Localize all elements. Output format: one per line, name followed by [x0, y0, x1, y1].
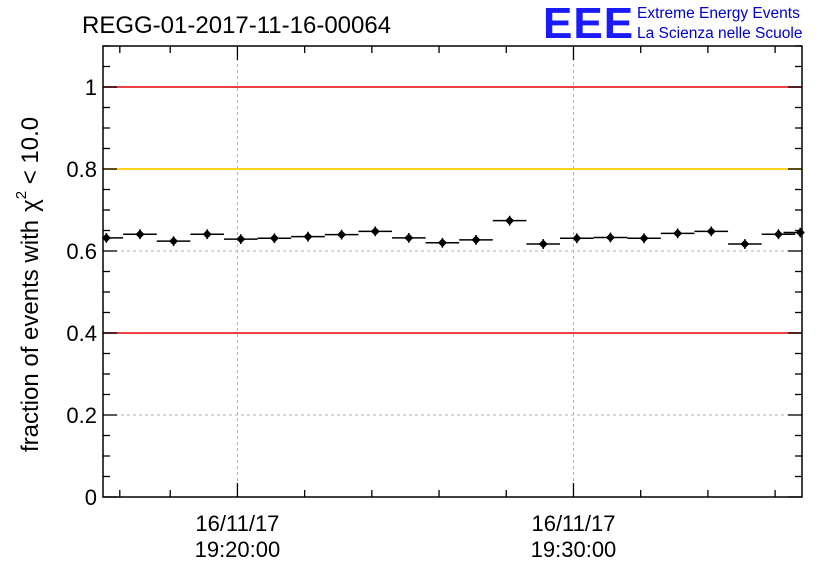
- y-tick-label: 0.8: [66, 157, 97, 182]
- data-point: [291, 231, 325, 242]
- point-marker: [303, 232, 313, 242]
- data-point: [492, 215, 527, 226]
- point-marker: [605, 232, 615, 242]
- data-point: [324, 229, 359, 240]
- x-tick-label-time: 19:20:00: [195, 537, 281, 562]
- data-point: [526, 239, 561, 249]
- data-point: [358, 226, 393, 237]
- point-marker: [538, 239, 548, 249]
- y-tick-label: 0.4: [66, 321, 97, 346]
- x-tick-label-time: 19:30:00: [531, 537, 617, 562]
- grid: [103, 46, 802, 497]
- data-point: [660, 228, 695, 239]
- data-point: [101, 232, 124, 243]
- y-axis-label-sup: 2: [13, 191, 30, 199]
- point-marker: [572, 233, 582, 243]
- data-point: [123, 229, 157, 240]
- point-marker: [706, 226, 716, 236]
- point-marker: [673, 228, 683, 238]
- y-tick-label: 0: [85, 485, 97, 510]
- point-marker: [404, 233, 414, 243]
- x-tick-label-date: 16/11/17: [195, 511, 279, 536]
- data-point: [257, 233, 292, 244]
- point-marker: [269, 233, 279, 243]
- y-tick-label: 1: [85, 75, 97, 100]
- logo-letters: EEE: [543, 0, 634, 48]
- x-tick-label-date: 16/11/17: [531, 511, 615, 536]
- point-marker: [773, 229, 783, 239]
- point-marker: [370, 226, 380, 236]
- data-point: [223, 234, 258, 245]
- point-marker: [471, 235, 481, 245]
- point-marker: [505, 216, 515, 226]
- point-marker: [236, 234, 246, 244]
- data-point: [627, 233, 661, 244]
- chart-title: REGG-01-2017-11-16-00064: [82, 12, 391, 39]
- y-tick-label: 0.2: [66, 403, 97, 428]
- data-point: [593, 232, 628, 243]
- point-marker: [740, 239, 750, 249]
- point-marker: [639, 233, 649, 243]
- data-points: [101, 215, 805, 249]
- reference-lines: [103, 86, 802, 334]
- eee-logo: EEE Extreme Energy Events La Scienza nel…: [543, 0, 802, 48]
- logo-line1: Extreme Energy Events: [637, 5, 800, 22]
- data-point: [425, 237, 460, 248]
- data-point: [694, 226, 729, 237]
- point-marker: [135, 229, 145, 239]
- point-marker: [437, 238, 447, 248]
- data-point: [728, 239, 762, 249]
- y-axis-label-main: fraction of events with: [17, 220, 44, 452]
- y-axis-label: fraction of events with χ2 < 10.0: [13, 117, 44, 452]
- logo-line2: La Scienza nelle Scuole: [637, 25, 802, 42]
- point-marker: [169, 236, 179, 246]
- point-marker: [202, 229, 212, 239]
- data-point: [761, 229, 796, 240]
- data-point: [190, 229, 224, 240]
- plot-frame: [102, 45, 803, 498]
- y-axis-label-symbol: χ: [17, 199, 44, 212]
- axis-ticks: [103, 45, 802, 498]
- point-marker: [337, 230, 347, 240]
- data-point: [560, 233, 594, 244]
- y-axis-label-tail: < 10.0: [17, 117, 44, 191]
- point-marker: [795, 228, 805, 238]
- point-marker: [101, 233, 111, 243]
- y-tick-label: 0.6: [66, 239, 97, 264]
- data-point: [156, 236, 191, 247]
- tick-labels: 00.20.40.60.8116/11/1719:20:0016/11/1719…: [66, 75, 616, 562]
- data-point: [392, 232, 426, 243]
- data-point: [459, 235, 493, 245]
